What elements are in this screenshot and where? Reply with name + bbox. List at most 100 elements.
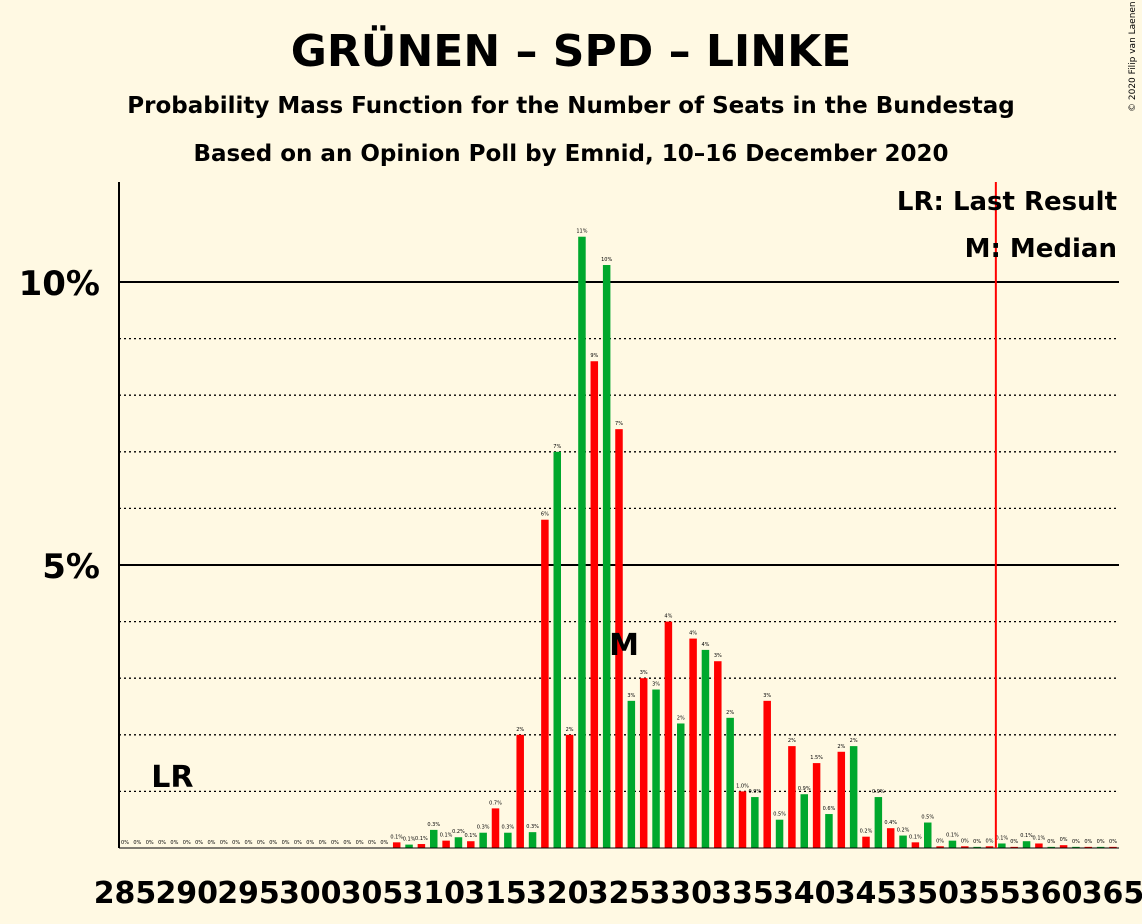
bar-seat-347 xyxy=(886,828,895,848)
bars xyxy=(392,236,1117,849)
data-label-seat-364: 0% xyxy=(1097,839,1105,845)
data-label-seat-354: 0% xyxy=(973,839,981,845)
data-label-seat-312: 0.2% xyxy=(452,829,465,835)
bar-seat-359 xyxy=(1035,843,1043,848)
bar-seat-336 xyxy=(751,797,759,848)
data-label-seat-308: 0.1% xyxy=(403,837,416,843)
y-tick-labels: 5% 10% xyxy=(19,264,100,587)
data-label-seat-291: 0% xyxy=(195,840,203,846)
data-label-seat-347: 0.4% xyxy=(884,820,897,826)
data-label-seat-310: 0.3% xyxy=(427,822,440,828)
bar-seat-326 xyxy=(627,700,636,848)
data-label-seat-361: 0% xyxy=(1060,837,1068,843)
data-label-seat-297: 0% xyxy=(269,840,277,846)
data-label-seat-304: 0% xyxy=(356,840,364,846)
x-tick-label: 340 xyxy=(773,876,836,911)
data-label-seat-307: 0.1% xyxy=(390,834,403,840)
bar-seat-329 xyxy=(664,621,673,848)
data-label-seat-324: 10% xyxy=(601,257,612,263)
bar-seat-346 xyxy=(874,797,883,848)
bar-seat-364 xyxy=(1096,846,1105,848)
data-label-seat-313: 0.1% xyxy=(464,833,477,839)
bar-seat-334 xyxy=(726,717,734,848)
chart-subtitle-poll: Based on an Opinion Poll by Emnid, 10–16… xyxy=(193,141,948,167)
data-label-seat-296: 0% xyxy=(257,840,265,846)
data-label-seat-287: 0% xyxy=(146,840,154,846)
data-label-seat-320: 7% xyxy=(553,444,561,450)
x-tick-label: 365 xyxy=(1082,876,1142,911)
data-label-seat-349: 0.1% xyxy=(909,834,922,840)
data-label-seat-330: 2% xyxy=(677,715,685,721)
x-tick-label: 300 xyxy=(279,876,342,911)
x-tick-label: 285 xyxy=(94,876,157,911)
bar-seat-321 xyxy=(565,734,574,848)
bar-seat-363 xyxy=(1084,846,1093,848)
data-label-seat-348: 0.2% xyxy=(897,828,910,834)
x-tick-label: 315 xyxy=(464,876,527,911)
bar-seat-322 xyxy=(578,236,586,849)
data-label-seat-293: 0% xyxy=(220,840,228,846)
data-label-seat-295: 0% xyxy=(245,840,253,846)
x-tick-label: 305 xyxy=(341,876,404,911)
bar-seat-316 xyxy=(504,832,512,848)
data-label-seat-363: 0% xyxy=(1084,839,1092,845)
data-label-seat-292: 0% xyxy=(207,840,215,846)
legend-last-result: LR: Last Result xyxy=(897,187,1117,217)
bar-seat-352 xyxy=(948,840,957,848)
x-tick-label: 310 xyxy=(402,876,465,911)
bar-seat-339 xyxy=(788,746,796,848)
data-label-seat-309: 0.1% xyxy=(415,836,428,842)
bar-seat-320 xyxy=(553,451,561,848)
data-label-seat-328: 3% xyxy=(652,682,660,688)
data-label-seat-357: 0% xyxy=(1010,839,1018,845)
data-label-seat-314: 0.3% xyxy=(477,825,490,831)
data-label-seat-351: 0% xyxy=(936,838,944,844)
data-label-seat-355: 0% xyxy=(986,838,994,844)
bar-seat-328 xyxy=(652,689,660,848)
bar-seat-319 xyxy=(541,519,549,848)
copyright: © 2020 Filip van Laenen xyxy=(1128,1,1138,112)
bar-seat-344 xyxy=(849,746,858,848)
data-label-seat-326: 3% xyxy=(627,693,635,699)
data-label-seat-311: 0.1% xyxy=(440,833,453,839)
data-label-seat-327: 3% xyxy=(640,670,648,676)
bar-seat-361 xyxy=(1059,845,1068,848)
data-label-seat-339: 2% xyxy=(788,738,796,744)
data-label-seat-338: 0.5% xyxy=(773,812,786,818)
data-label-seat-323: 9% xyxy=(590,353,598,359)
data-label-seat-294: 0% xyxy=(232,840,240,846)
data-label-seat-342: 0.6% xyxy=(823,806,836,812)
bar-seat-333 xyxy=(714,661,722,848)
data-label-seat-329: 4% xyxy=(664,614,672,620)
data-label-seat-285: 0% xyxy=(121,840,129,846)
bar-seat-312 xyxy=(454,837,463,848)
data-label-seat-340: 0.9% xyxy=(798,786,811,792)
data-label-seat-346: 0.9% xyxy=(872,789,885,795)
bar-seat-357 xyxy=(1010,846,1018,848)
data-label-seat-343: 2% xyxy=(837,744,845,750)
x-tick-label: 360 xyxy=(1020,876,1083,911)
bar-seat-313 xyxy=(467,841,475,848)
data-label-seat-289: 0% xyxy=(170,840,178,846)
data-label-seat-345: 0.2% xyxy=(860,829,873,835)
bar-seat-315 xyxy=(491,808,500,848)
last-result-marker: LR xyxy=(151,760,193,795)
bar-seat-340 xyxy=(800,794,808,848)
data-label-seat-302: 0% xyxy=(331,840,339,846)
data-label-seat-306: 0% xyxy=(380,840,388,846)
chart-subtitle: Probability Mass Function for the Number… xyxy=(127,93,1014,119)
x-tick-label: 335 xyxy=(711,876,774,911)
bar-seat-341 xyxy=(812,763,821,848)
data-label-seat-352: 0.1% xyxy=(946,833,959,839)
x-tick-label: 325 xyxy=(588,876,651,911)
data-labels: 0% 0% 0% 0% 0% 0% 0% 0% 0% 0% 0% 0% 0% 0% 0% 0% 0% 0% 0% 0%… xyxy=(121,229,1117,846)
x-tick-label: 345 xyxy=(835,876,898,911)
bar-seat-335 xyxy=(738,791,747,848)
data-label-seat-303: 0% xyxy=(343,840,351,846)
data-label-seat-300: 0% xyxy=(306,840,314,846)
x-tick-labels: 285 290 295 300 305 310 315 320 325 330 335 340 345 3… xyxy=(94,876,1142,911)
data-label-seat-360: 0% xyxy=(1047,839,1055,845)
data-label-seat-325: 7% xyxy=(615,421,623,427)
data-label-seat-335: 1.0% xyxy=(736,783,749,789)
data-label-seat-319: 6% xyxy=(541,512,549,518)
